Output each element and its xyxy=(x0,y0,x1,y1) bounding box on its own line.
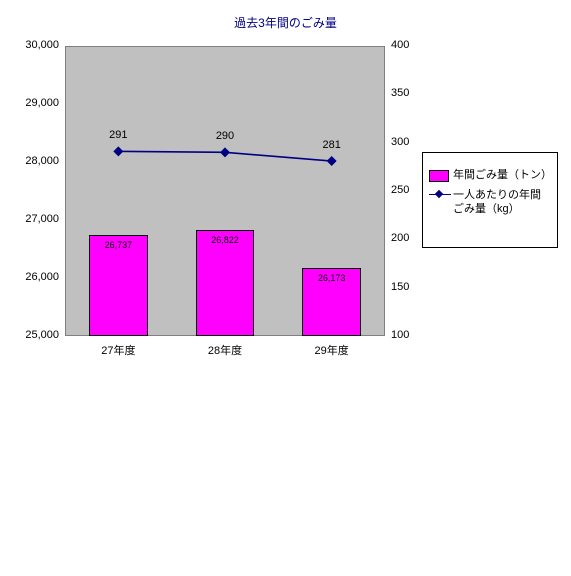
legend-swatch-line xyxy=(429,189,451,201)
left-axis-tick: 25,000 xyxy=(17,329,59,341)
legend-label-bar: 年間ごみ量（トン） xyxy=(453,169,551,183)
bar xyxy=(89,235,148,336)
legend-swatch-bar xyxy=(429,170,449,182)
right-axis-tick: 200 xyxy=(391,232,421,244)
line-value-label: 291 xyxy=(103,129,133,141)
legend-item-line: 一人あたりの年間ごみ量（kg） xyxy=(429,189,551,217)
left-axis-tick: 29,000 xyxy=(17,97,59,109)
right-axis-tick: 250 xyxy=(391,184,421,196)
chart-container: 過去3年間のごみ量 25,000 26,000 27,000 28,000 29,000… xyxy=(0,0,571,576)
right-axis-tick: 400 xyxy=(391,39,421,51)
line-value-label: 281 xyxy=(317,139,347,151)
left-axis-tick: 28,000 xyxy=(17,155,59,167)
left-axis-tick: 30,000 xyxy=(17,39,59,51)
line-value-label: 290 xyxy=(210,130,240,142)
bar-value-label: 26,173 xyxy=(312,273,352,283)
chart-title: 過去3年間のごみ量 xyxy=(0,14,571,31)
bar-value-label: 26,822 xyxy=(205,235,245,245)
x-axis-tick: 27年度 xyxy=(88,342,148,358)
right-axis-tick: 350 xyxy=(391,87,421,99)
bar xyxy=(196,230,255,336)
right-axis-tick: 150 xyxy=(391,281,421,293)
left-axis-tick: 27,000 xyxy=(17,213,59,225)
legend-label-line: 一人あたりの年間ごみ量（kg） xyxy=(453,189,551,217)
x-axis-tick: 29年度 xyxy=(302,342,362,358)
bar-value-label: 26,737 xyxy=(98,240,138,250)
left-axis-tick: 26,000 xyxy=(17,271,59,283)
legend: 年間ごみ量（トン） 一人あたりの年間ごみ量（kg） xyxy=(422,152,558,248)
legend-item-bar: 年間ごみ量（トン） xyxy=(429,169,551,183)
right-axis-tick: 100 xyxy=(391,329,421,341)
x-axis-tick: 28年度 xyxy=(195,342,255,358)
right-axis-tick: 300 xyxy=(391,136,421,148)
